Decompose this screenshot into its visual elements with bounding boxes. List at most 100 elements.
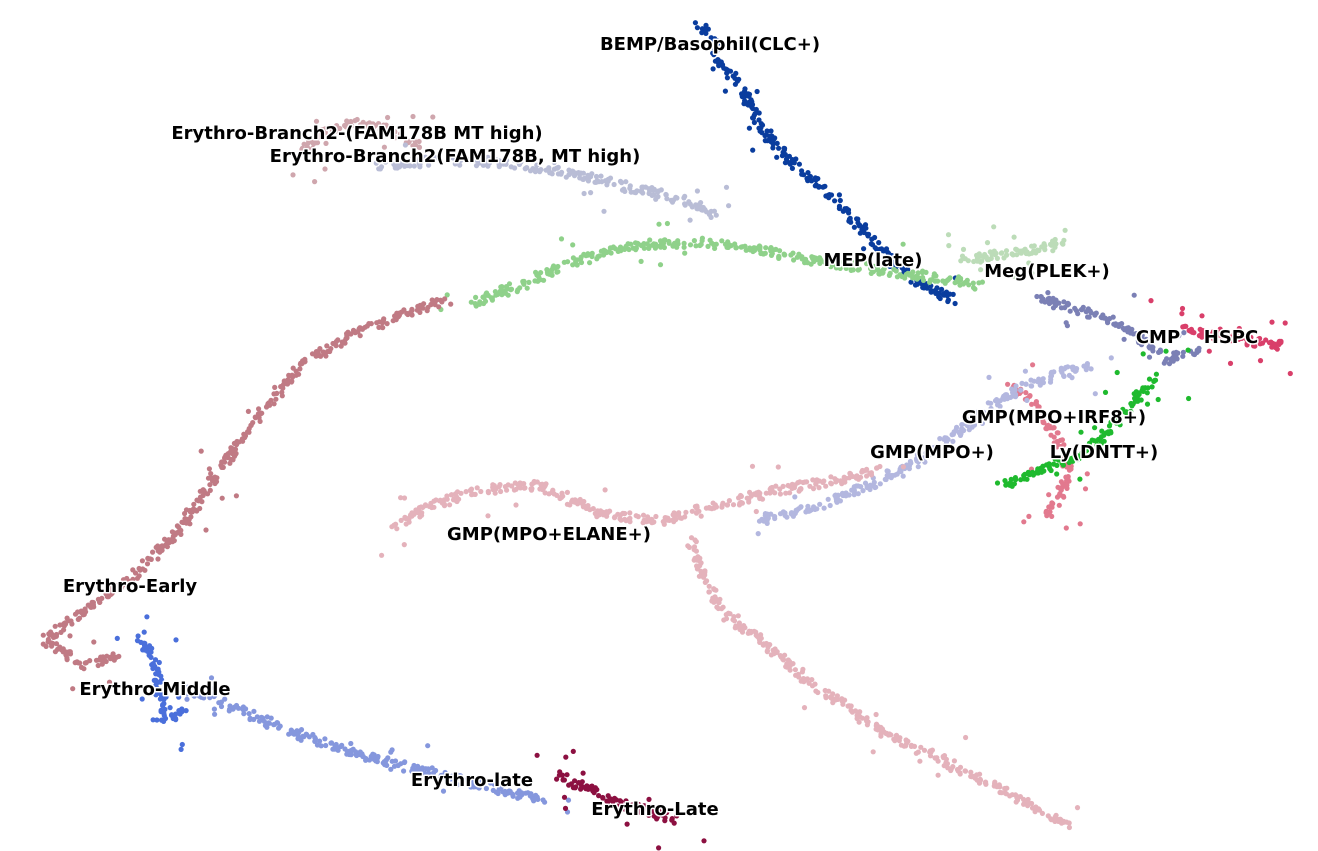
data-point	[52, 649, 59, 655]
data-point	[429, 155, 435, 161]
data-point	[855, 267, 861, 273]
data-point	[1145, 385, 1151, 391]
data-point	[485, 513, 491, 519]
data-point	[338, 343, 344, 349]
data-point	[825, 496, 831, 502]
data-point	[820, 184, 826, 190]
data-point	[898, 469, 904, 475]
data-point	[535, 278, 541, 284]
data-point	[1110, 314, 1116, 320]
data-point	[1026, 513, 1032, 520]
data-point	[424, 308, 430, 314]
data-point	[820, 479, 826, 485]
data-point	[711, 52, 717, 58]
data-point	[739, 244, 746, 250]
data-point	[993, 250, 999, 256]
data-point	[1048, 432, 1054, 438]
data-point	[1034, 247, 1041, 253]
data-point	[1038, 378, 1044, 384]
data-point	[617, 178, 624, 184]
data-point	[173, 715, 179, 722]
data-point	[881, 266, 887, 272]
data-point	[608, 250, 614, 256]
cluster-label: Meg(PLEK+)	[984, 261, 1109, 282]
data-point	[848, 703, 854, 709]
data-point	[661, 521, 667, 527]
data-point	[811, 504, 817, 510]
data-point	[773, 246, 779, 252]
data-point	[935, 758, 941, 764]
data-point	[572, 778, 578, 784]
data-point	[192, 507, 198, 513]
data-point	[780, 509, 787, 515]
data-point	[703, 22, 709, 28]
data-point	[708, 44, 714, 50]
data-point	[407, 309, 413, 316]
data-point	[699, 238, 705, 244]
data-point	[1244, 342, 1250, 348]
series-11	[661, 513, 1081, 831]
data-point	[640, 184, 646, 190]
data-point	[842, 697, 848, 703]
data-point	[471, 157, 477, 164]
data-point	[364, 122, 371, 128]
data-point	[125, 580, 131, 586]
data-point	[372, 122, 378, 129]
data-point	[485, 154, 491, 160]
data-point	[557, 495, 563, 502]
data-point	[120, 577, 127, 583]
data-point	[994, 480, 1001, 486]
data-point	[328, 346, 334, 352]
data-point	[908, 279, 914, 285]
data-point	[369, 126, 375, 132]
data-point	[991, 783, 997, 789]
data-point	[927, 279, 933, 285]
data-point	[173, 637, 179, 643]
data-point	[958, 258, 964, 264]
data-point	[687, 242, 694, 248]
cluster-label: Ly(DNTT+)	[1050, 442, 1159, 463]
data-point	[1049, 242, 1055, 248]
data-point	[638, 258, 644, 264]
data-point	[883, 476, 889, 483]
data-point	[693, 243, 699, 249]
data-point	[139, 696, 145, 702]
data-point	[564, 772, 570, 778]
data-point	[320, 349, 326, 355]
data-point	[969, 424, 975, 430]
data-point	[671, 241, 677, 247]
data-point	[724, 502, 731, 508]
data-point	[777, 486, 783, 492]
data-point	[1092, 391, 1098, 397]
data-point	[957, 282, 963, 288]
data-point	[1059, 437, 1065, 443]
data-point	[496, 484, 502, 490]
data-point	[753, 508, 759, 515]
data-point	[1019, 248, 1025, 254]
data-point	[874, 266, 881, 272]
data-point	[756, 110, 762, 116]
data-point	[646, 186, 652, 192]
data-point	[984, 240, 991, 246]
data-point	[766, 133, 773, 139]
data-point	[789, 485, 795, 491]
data-point	[1128, 401, 1134, 407]
data-point	[1208, 332, 1214, 339]
data-point	[135, 633, 141, 639]
data-point	[508, 286, 515, 292]
data-point	[644, 241, 650, 247]
data-point	[914, 273, 920, 279]
data-point	[1098, 438, 1104, 444]
data-point	[1040, 413, 1046, 419]
data-point	[988, 405, 994, 412]
data-point	[974, 415, 980, 421]
data-point	[384, 321, 390, 327]
data-point	[1079, 306, 1085, 313]
data-point	[579, 779, 585, 785]
cluster-label: Erythro-late	[411, 770, 533, 791]
data-point	[963, 734, 969, 741]
data-point	[593, 173, 600, 180]
data-point	[66, 649, 72, 655]
data-point	[322, 736, 328, 742]
